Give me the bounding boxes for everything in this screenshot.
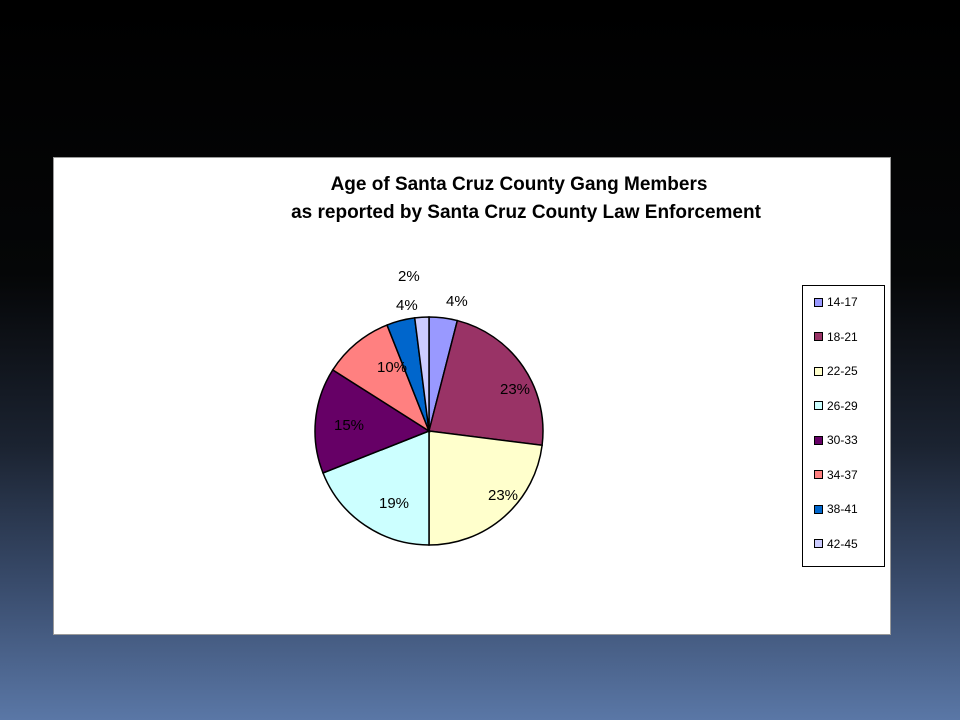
legend-item-22-25: 22-25	[814, 364, 858, 378]
legend-swatch	[814, 539, 823, 548]
pie-slice-30-33	[314, 368, 431, 474]
legend-label: 14-17	[827, 295, 858, 309]
pie-slice-42-45	[413, 316, 430, 432]
legend-swatch	[814, 332, 823, 341]
legend-item-38-41: 38-41	[814, 502, 858, 516]
slice-label-30-33: 15%	[334, 417, 364, 434]
legend-item-30-33: 30-33	[814, 433, 858, 447]
legend-swatch	[814, 470, 823, 479]
legend-label: 22-25	[827, 364, 858, 378]
legend-swatch	[814, 504, 823, 514]
pie-slice-18-21	[428, 319, 544, 447]
legend-label: 26-29	[827, 398, 858, 413]
legend-item-34-37: 34-37	[814, 468, 858, 482]
slice-label-42-45: 2%	[398, 268, 420, 285]
legend-label: 38-41	[827, 502, 858, 516]
pie-slice-26-29	[322, 429, 430, 546]
legend-item-18-21: 18-21	[814, 330, 858, 344]
slice-label-34-37: 10%	[377, 359, 407, 376]
chart-panel: Age of Santa Cruz County Gang Members as…	[53, 157, 891, 635]
slice-label-26-29: 19%	[379, 495, 409, 512]
chart-title: Age of Santa Cruz County Gang Members	[331, 174, 708, 195]
legend-swatch	[814, 435, 823, 445]
pie-chart: Age of Santa Cruz County Gang Members as…	[291, 174, 762, 546]
legend-swatch	[814, 366, 823, 376]
slice-label-14-17: 4%	[446, 293, 468, 310]
legend-label: 18-21	[827, 329, 858, 344]
legend-item-42-45: 42-45	[814, 537, 858, 551]
legend-swatch	[814, 401, 823, 410]
slice-label-22-25: 23%	[488, 487, 518, 504]
legend: 14-17 18-21 22-25 26-29 30-33 34-37 38-41 42-45	[802, 285, 885, 567]
legend-label: 30-33	[827, 433, 858, 447]
legend-swatch	[814, 297, 823, 307]
pie-slice-22-25	[428, 430, 543, 546]
slice-label-38-41: 4%	[396, 297, 418, 314]
legend-label: 42-45	[827, 536, 858, 551]
pie-slice-34-37	[331, 324, 431, 433]
legend-item-26-29: 26-29	[814, 399, 858, 413]
slice-label-18-21: 23%	[500, 381, 530, 398]
legend-item-14-17: 14-17	[814, 295, 858, 309]
chart-subtitle: as reported by Santa Cruz County Law Enf…	[291, 202, 761, 223]
legend-label: 34-37	[827, 467, 858, 482]
